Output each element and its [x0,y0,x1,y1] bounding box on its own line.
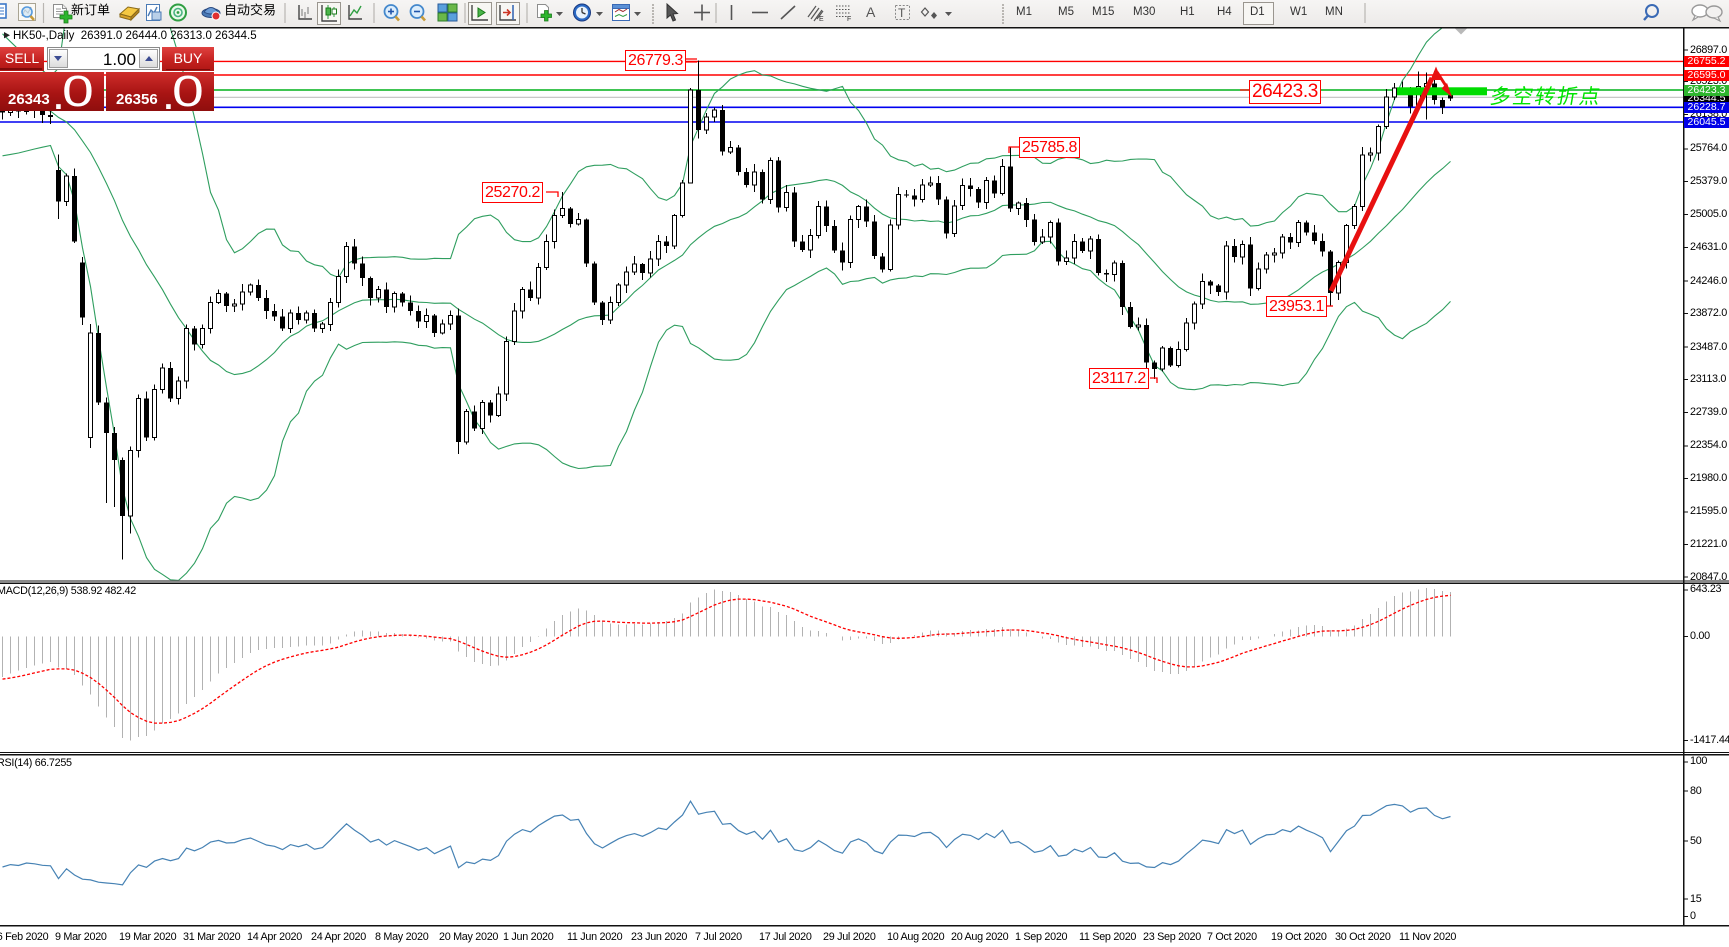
svg-text:T: T [898,6,906,20]
svg-text:E: E [819,16,824,23]
svg-text:F: F [847,16,851,23]
svg-text:A: A [866,4,876,20]
